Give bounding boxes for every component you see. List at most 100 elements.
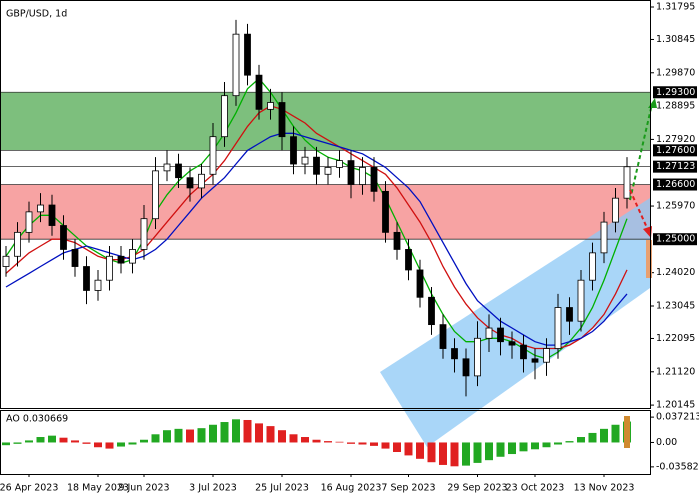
y-tick-label: 1.21120 [656, 366, 695, 377]
candle-body [531, 358, 539, 363]
candle-body [508, 341, 516, 346]
candle-body [623, 166, 631, 199]
ao-bar [404, 442, 413, 456]
candle-body [152, 170, 159, 220]
x-tick-label: 9 Jun 2023 [118, 483, 169, 494]
candle-body [405, 249, 412, 271]
level-box [653, 86, 697, 99]
candle-body [416, 269, 424, 298]
candle-body [278, 102, 286, 138]
ao-bar [462, 442, 470, 466]
candle-body [600, 221, 608, 254]
candle-body [301, 156, 309, 165]
ao-bar [186, 429, 194, 443]
level-box [653, 178, 697, 191]
ao-tick-label: -0.035829 [656, 461, 699, 472]
candle-body [347, 160, 355, 185]
ao-bar [519, 442, 528, 452]
candle-body [577, 279, 585, 322]
y-tick-label: 1.24020 [656, 267, 695, 278]
ao-bar [71, 440, 79, 443]
candle-body [267, 102, 274, 110]
ao-bar [140, 439, 148, 443]
ao-label: AO 0.030669 [6, 414, 68, 425]
x-tick-label: 13 Nov 2023 [574, 483, 635, 494]
ao-bar [542, 442, 551, 448]
x-tick-label: 25 Jul 2023 [255, 483, 309, 494]
ao-bar [554, 442, 562, 445]
candle-body [462, 358, 470, 377]
down-arrow-head [643, 226, 652, 238]
ao-bar [370, 442, 378, 446]
x-tick-label: 16 Aug 2023 [321, 483, 382, 494]
ao-bar [278, 430, 286, 443]
y-tick-label: 1.25970 [656, 201, 695, 212]
candle-body [566, 307, 573, 322]
candle-body [48, 204, 56, 226]
x-tick-label: 23 Oct 2023 [506, 483, 565, 494]
ao-bar [163, 430, 171, 443]
candle-body [163, 163, 171, 172]
trend-channel [380, 198, 650, 447]
ao-bar [82, 442, 91, 444]
candle-body [589, 252, 596, 281]
ao-bar [59, 437, 68, 443]
ao-bar [209, 424, 217, 443]
x-tick-label: 18 May 2023 [67, 483, 129, 494]
candle-body [324, 167, 332, 175]
level-box [653, 144, 697, 157]
y-tick-label: 1.30845 [656, 34, 695, 45]
candle-body [543, 348, 550, 363]
ao-bar [48, 435, 56, 443]
ao-bar [94, 442, 102, 448]
zone [0, 92, 650, 151]
ao-bar [565, 441, 574, 443]
ao-bar [25, 440, 33, 443]
ao-bar [600, 428, 608, 443]
y-tick-label: 1.27920 [656, 134, 695, 145]
ao-bar [496, 442, 505, 457]
candle-body [244, 33, 251, 76]
candle-body [497, 327, 504, 343]
zone [0, 184, 650, 240]
candle-body [83, 266, 90, 291]
candle-body [336, 160, 343, 168]
candle-body [451, 348, 458, 360]
level-label: 1.27123 [656, 161, 695, 172]
x-tick-label: 7 Sep 2023 [381, 483, 435, 494]
level-label: 1.27600 [656, 145, 695, 156]
ao-bar [289, 434, 298, 443]
ao-bar [439, 442, 447, 465]
level-label: 1.29300 [656, 87, 695, 98]
ao-bar [36, 437, 45, 443]
y-tick-label: 1.22095 [656, 333, 695, 344]
y-tick-label: 1.28895 [656, 101, 695, 112]
level-label: 1.25000 [656, 234, 695, 245]
ao-bar [427, 442, 436, 463]
down-arrow [629, 189, 649, 231]
candle-body [140, 218, 148, 250]
ao-frame [0, 410, 651, 475]
level-box [653, 160, 697, 173]
candle-body [60, 225, 67, 250]
candle-body [94, 279, 102, 291]
candle-body [255, 74, 263, 110]
level-box [653, 233, 697, 246]
ao-bar [243, 419, 252, 443]
candle-body [106, 255, 113, 281]
ao-bar [255, 423, 263, 443]
candle-body [71, 249, 79, 267]
ao-bar [128, 442, 137, 445]
candle-body [439, 324, 447, 349]
candle-body [209, 136, 217, 175]
candle-body [221, 95, 228, 138]
candle-body [485, 327, 493, 339]
candle-body [612, 197, 619, 223]
ao-bar [611, 424, 620, 443]
candle-body [474, 337, 481, 377]
ao-bar [393, 442, 401, 453]
candle-body [129, 249, 136, 264]
candle-body [25, 211, 33, 233]
level-label: 1.26600 [656, 179, 695, 190]
y-tick-label: 1.29870 [656, 67, 695, 78]
